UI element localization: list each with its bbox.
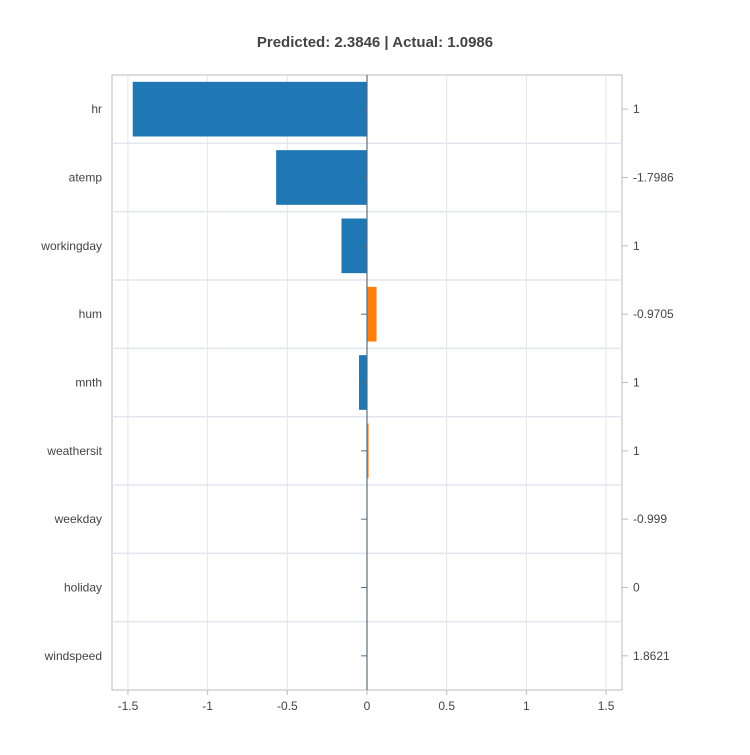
x-tick-label: 1.5 bbox=[598, 699, 615, 713]
feature-value-label-atemp: -1.7986 bbox=[633, 171, 674, 185]
x-tick-label: 1 bbox=[523, 699, 530, 713]
bar-weathersit bbox=[367, 423, 369, 479]
feature-value-label-weekday: -0.999 bbox=[633, 512, 667, 526]
x-tick-label: -1 bbox=[202, 699, 213, 713]
category-label-mnth: mnth bbox=[75, 376, 102, 390]
chart-title: Predicted: 2.3846 | Actual: 1.0986 bbox=[256, 34, 494, 51]
category-label-atemp: atemp bbox=[69, 171, 103, 185]
feature-value-label-hum: -0.9705 bbox=[633, 307, 674, 321]
category-label-windspeed: windspeed bbox=[44, 649, 102, 663]
x-tick-label: -1.5 bbox=[118, 699, 139, 713]
bar-hum bbox=[367, 286, 377, 342]
x-tick-label: 0.5 bbox=[438, 699, 455, 713]
category-label-workingday: workingday bbox=[40, 239, 102, 253]
bar-atemp bbox=[276, 150, 367, 205]
category-label-hum: hum bbox=[79, 307, 102, 321]
feature-value-label-holiday: 0 bbox=[633, 581, 640, 595]
feature-value-label-mnth: 1 bbox=[633, 376, 640, 390]
category-label-weathersit: weathersit bbox=[46, 444, 102, 458]
x-tick-label: 0 bbox=[364, 699, 371, 713]
feature-value-label-weathersit: 1 bbox=[633, 444, 640, 458]
x-tick-label: -0.5 bbox=[277, 699, 298, 713]
category-label-hr: hr bbox=[91, 102, 102, 116]
bar-hr bbox=[132, 81, 367, 137]
feature-value-label-hr: 1 bbox=[633, 102, 640, 116]
category-label-weekday: weekday bbox=[54, 512, 102, 526]
feature-value-label-windspeed: 1.8621 bbox=[633, 649, 670, 663]
category-label-holiday: holiday bbox=[64, 581, 102, 595]
feature-value-label-workingday: 1 bbox=[633, 239, 640, 253]
